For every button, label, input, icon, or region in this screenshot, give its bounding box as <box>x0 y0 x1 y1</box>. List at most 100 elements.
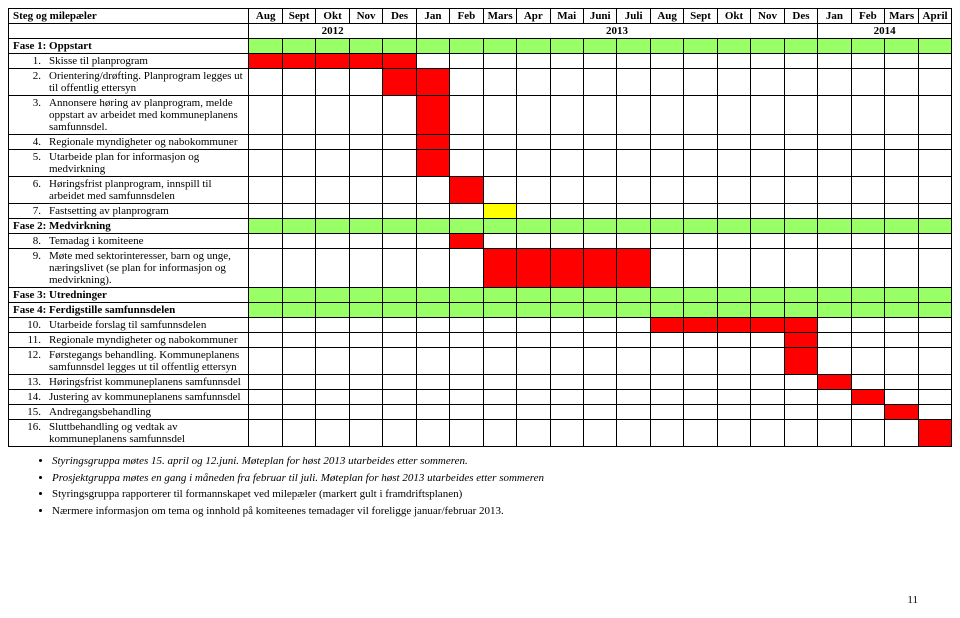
gantt-cell <box>650 303 683 318</box>
gantt-cell <box>617 390 650 405</box>
gantt-cell <box>818 96 851 135</box>
gantt-cell <box>383 333 416 348</box>
gantt-cell <box>249 348 282 375</box>
gantt-cell <box>517 375 550 390</box>
gantt-cell <box>717 375 750 390</box>
gantt-cell <box>918 96 951 135</box>
gantt-cell <box>550 219 583 234</box>
gantt-cell <box>650 405 683 420</box>
gantt-cell <box>383 39 416 54</box>
gantt-cell <box>583 234 616 249</box>
gantt-cell <box>416 204 449 219</box>
footnote-item: Styringsgruppa møtes 15. april og 12.jun… <box>52 453 940 470</box>
col-header-month: Nov <box>349 9 382 24</box>
gantt-cell <box>249 69 282 96</box>
gantt-cell <box>349 150 382 177</box>
gantt-cell <box>249 219 282 234</box>
gantt-cell <box>818 69 851 96</box>
gantt-cell <box>483 375 516 390</box>
gantt-cell <box>918 135 951 150</box>
gantt-cell <box>483 69 516 96</box>
gantt-cell <box>851 348 884 375</box>
table-row: 8.Temadag i komiteene <box>9 234 952 249</box>
gantt-cell <box>416 96 449 135</box>
gantt-cell <box>751 405 784 420</box>
gantt-cell <box>684 150 717 177</box>
task-number: 4. <box>13 136 41 148</box>
gantt-cell <box>617 318 650 333</box>
task-cell: 14.Justering av kommuneplanens samfunnsd… <box>9 390 249 405</box>
gantt-cell <box>751 288 784 303</box>
gantt-cell <box>784 420 817 447</box>
col-header-month: Aug <box>650 9 683 24</box>
gantt-cell <box>349 219 382 234</box>
gantt-cell <box>550 54 583 69</box>
gantt-cell <box>751 69 784 96</box>
gantt-cell <box>650 234 683 249</box>
gantt-cell <box>851 39 884 54</box>
gantt-cell <box>851 303 884 318</box>
gantt-cell <box>717 420 750 447</box>
gantt-cell <box>249 54 282 69</box>
gantt-cell <box>583 375 616 390</box>
gantt-cell <box>349 375 382 390</box>
gantt-cell <box>717 219 750 234</box>
gantt-cell <box>517 249 550 288</box>
task-label: Orientering/drøfting. Planprogram legges… <box>41 70 244 94</box>
gantt-cell <box>450 390 483 405</box>
gantt-cell <box>684 288 717 303</box>
gantt-cell <box>717 348 750 375</box>
gantt-cell <box>818 420 851 447</box>
gantt-cell <box>784 135 817 150</box>
table-row: 11.Regionale myndigheter og nabokommuner <box>9 333 952 348</box>
col-header-month: Jan <box>416 9 449 24</box>
gantt-cell <box>918 303 951 318</box>
gantt-cell <box>249 177 282 204</box>
gantt-cell <box>818 390 851 405</box>
gantt-cell <box>282 177 315 204</box>
gantt-cell <box>550 420 583 447</box>
task-cell: 9.Møte med sektorinteresser, barn og ung… <box>9 249 249 288</box>
gantt-cell <box>818 375 851 390</box>
gantt-cell <box>684 234 717 249</box>
gantt-cell <box>416 69 449 96</box>
gantt-cell <box>483 234 516 249</box>
gantt-cell <box>717 234 750 249</box>
gantt-cell <box>316 135 349 150</box>
gantt-cell <box>249 288 282 303</box>
gantt-cell <box>583 219 616 234</box>
task-cell: 16.Sluttbehandling og vedtak av kommunep… <box>9 420 249 447</box>
gantt-cell <box>450 96 483 135</box>
gantt-cell <box>885 219 918 234</box>
col-header-month: Feb <box>851 9 884 24</box>
gantt-cell <box>550 150 583 177</box>
gantt-cell <box>583 348 616 375</box>
table-row: 3.Annonsere høring av planprogram, melde… <box>9 96 952 135</box>
gantt-cell <box>784 234 817 249</box>
task-number: 3. <box>13 97 41 133</box>
gantt-cell <box>249 96 282 135</box>
gantt-cell <box>383 303 416 318</box>
gantt-cell <box>517 135 550 150</box>
gantt-cell <box>349 234 382 249</box>
col-header-year: 2014 <box>818 24 952 39</box>
gantt-cell <box>282 333 315 348</box>
gantt-cell <box>282 420 315 447</box>
gantt-cell <box>851 420 884 447</box>
task-label: Skisse til planprogram <box>41 55 148 67</box>
gantt-cell <box>249 249 282 288</box>
col-header-month: Des <box>784 9 817 24</box>
gantt-cell <box>550 375 583 390</box>
gantt-cell <box>684 204 717 219</box>
gantt-cell <box>918 318 951 333</box>
gantt-cell <box>784 150 817 177</box>
gantt-cell <box>249 150 282 177</box>
gantt-cell <box>918 390 951 405</box>
gantt-cell <box>383 204 416 219</box>
task-number: 13. <box>13 376 41 388</box>
gantt-cell <box>316 39 349 54</box>
gantt-cell <box>249 390 282 405</box>
gantt-cell <box>851 333 884 348</box>
gantt-cell <box>550 348 583 375</box>
gantt-cell <box>383 96 416 135</box>
